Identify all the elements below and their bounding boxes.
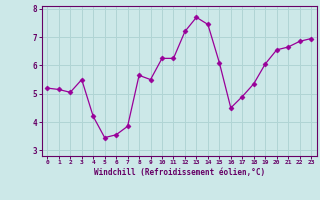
X-axis label: Windchill (Refroidissement éolien,°C): Windchill (Refroidissement éolien,°C) [94, 168, 265, 177]
